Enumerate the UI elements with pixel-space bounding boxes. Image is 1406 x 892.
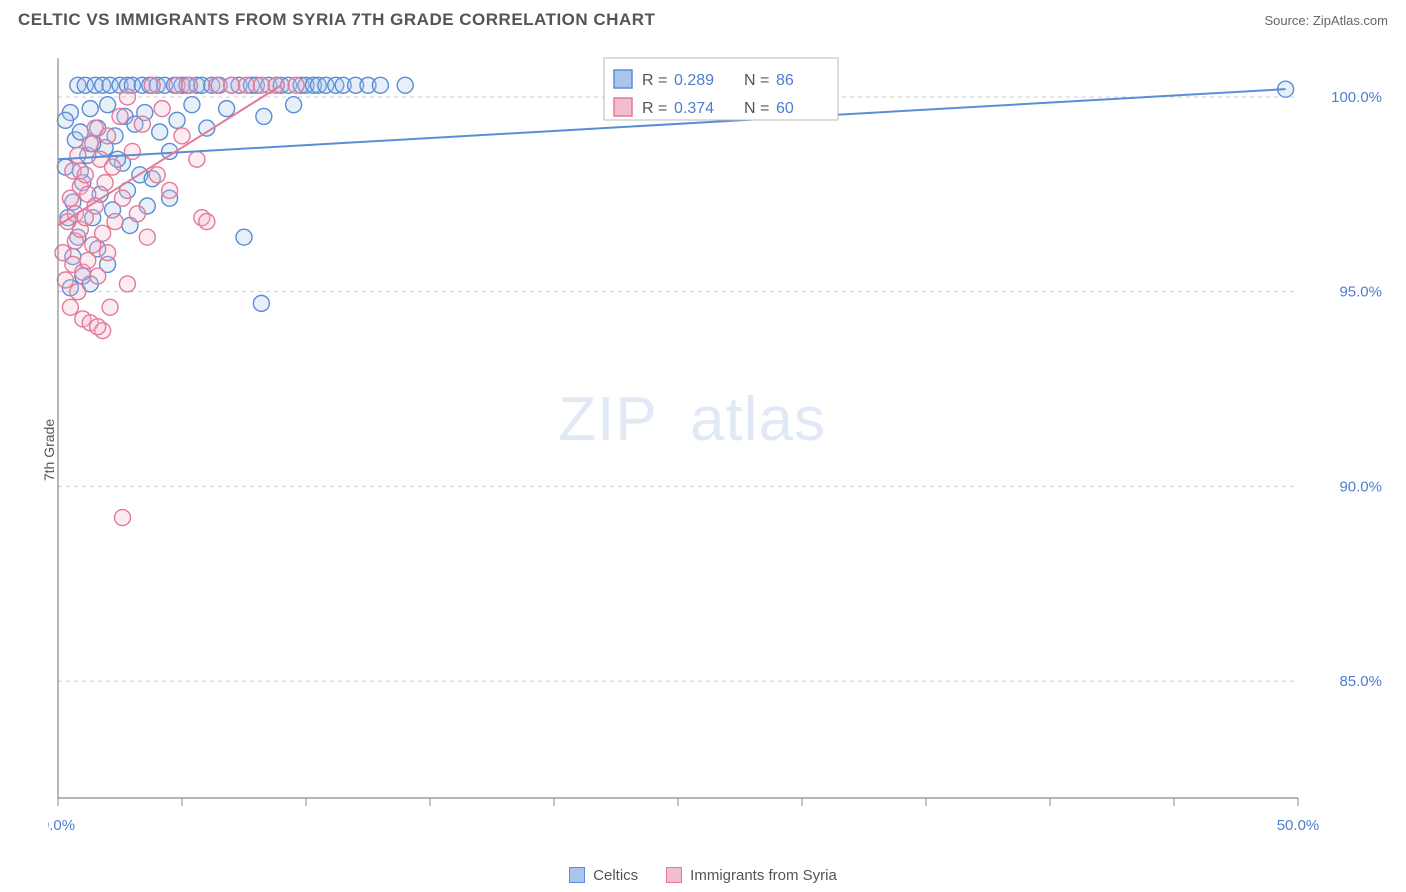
legend-swatch xyxy=(569,867,585,883)
data-point xyxy=(209,77,225,93)
data-point xyxy=(174,128,190,144)
data-point xyxy=(162,182,178,198)
data-point xyxy=(129,206,145,222)
data-point xyxy=(82,136,98,152)
data-point xyxy=(253,295,269,311)
data-point xyxy=(114,510,130,526)
data-point xyxy=(199,214,215,230)
data-point xyxy=(119,276,135,292)
data-point xyxy=(70,284,86,300)
data-point xyxy=(102,299,118,315)
data-point xyxy=(82,101,98,117)
data-point xyxy=(100,245,116,261)
data-point xyxy=(139,229,155,245)
data-point xyxy=(286,97,302,113)
data-point xyxy=(134,116,150,132)
data-point xyxy=(397,77,413,93)
data-point xyxy=(97,175,113,191)
data-point xyxy=(105,159,121,175)
data-point xyxy=(100,128,116,144)
stat-n-value: 60 xyxy=(776,100,794,117)
legend: Celtics Immigrants from Syria xyxy=(0,867,1406,884)
chart-title: CELTIC VS IMMIGRANTS FROM SYRIA 7TH GRAD… xyxy=(18,10,655,30)
y-tick-label: 95.0% xyxy=(1339,284,1382,301)
data-point xyxy=(144,77,160,93)
chart-area: 7th Grade 85.0%90.0%95.0%100.0%ZIPatlas0… xyxy=(48,48,1388,852)
data-point xyxy=(189,151,205,167)
data-point xyxy=(80,253,96,269)
data-point xyxy=(181,77,197,93)
data-point xyxy=(224,77,240,93)
legend-swatch xyxy=(614,70,632,88)
data-point xyxy=(70,147,86,163)
data-point xyxy=(57,112,73,128)
data-point xyxy=(90,319,106,335)
data-point xyxy=(154,101,170,117)
stat-r-value: 0.289 xyxy=(674,72,714,89)
source-prefix: Source: xyxy=(1264,13,1312,28)
data-point xyxy=(124,143,140,159)
data-point xyxy=(112,108,128,124)
stat-r-value: 0.374 xyxy=(674,100,714,117)
data-point xyxy=(119,89,135,105)
legend-item: Immigrants from Syria xyxy=(666,867,837,884)
data-point xyxy=(149,167,165,183)
data-point xyxy=(107,214,123,230)
x-tick-label: 50.0% xyxy=(1277,817,1320,834)
legend-swatch xyxy=(614,98,632,116)
data-point xyxy=(238,77,254,93)
y-axis-label: 7th Grade xyxy=(41,419,57,481)
data-point xyxy=(90,268,106,284)
stat-r-label: R = xyxy=(642,72,667,89)
data-point xyxy=(62,299,78,315)
stat-n-label: N = xyxy=(744,100,769,117)
data-point xyxy=(253,77,269,93)
chart-header: CELTIC VS IMMIGRANTS FROM SYRIA 7TH GRAD… xyxy=(0,0,1406,36)
data-point xyxy=(152,124,168,140)
data-point xyxy=(256,108,272,124)
svg-text:atlas: atlas xyxy=(690,385,826,454)
data-point xyxy=(100,97,116,113)
legend-label: Immigrants from Syria xyxy=(690,867,837,884)
data-point xyxy=(219,101,235,117)
chart-source: Source: ZipAtlas.com xyxy=(1264,13,1388,28)
x-tick-label: 0.0% xyxy=(48,817,75,834)
y-tick-label: 100.0% xyxy=(1331,89,1382,106)
data-point xyxy=(77,167,93,183)
data-point xyxy=(169,112,185,128)
source-link[interactable]: ZipAtlas.com xyxy=(1313,13,1388,28)
stat-r-label: R = xyxy=(642,100,667,117)
stat-n-label: N = xyxy=(744,72,769,89)
data-point xyxy=(95,225,111,241)
y-tick-label: 85.0% xyxy=(1339,673,1382,690)
data-point xyxy=(236,229,252,245)
legend-item: Celtics xyxy=(569,867,638,884)
stat-n-value: 86 xyxy=(776,72,794,89)
y-tick-label: 90.0% xyxy=(1339,478,1382,495)
stats-box xyxy=(604,58,838,120)
data-point xyxy=(372,77,388,93)
legend-swatch xyxy=(666,867,682,883)
legend-label: Celtics xyxy=(593,867,638,884)
svg-text:ZIP: ZIP xyxy=(558,385,657,454)
scatter-chart: 85.0% 90.0% 95.0% 100.0% ZIP atlas 0.0% 50.0% R … xyxy=(48,48,1388,852)
data-point xyxy=(184,97,200,113)
data-point xyxy=(114,190,130,206)
data-point xyxy=(57,272,73,288)
data-point xyxy=(288,77,304,93)
